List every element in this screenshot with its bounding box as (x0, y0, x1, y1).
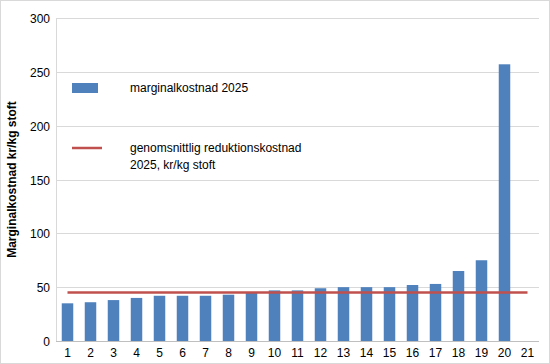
grid-line (56, 180, 539, 181)
bar (85, 302, 97, 341)
x-tick-label: 18 (452, 346, 466, 360)
x-tick-label: 16 (406, 346, 420, 360)
x-tick-label: 12 (314, 346, 328, 360)
y-tick-label: 150 (30, 174, 50, 188)
y-tick-label: 50 (37, 281, 51, 295)
bar (476, 260, 488, 341)
x-tick-label: 19 (475, 346, 489, 360)
legend-key (72, 83, 98, 93)
bar (154, 296, 166, 341)
plot-marks (62, 64, 528, 341)
y-tick-label: 100 (30, 227, 50, 241)
legend-label: marginalkostnad 2025 (130, 81, 248, 95)
x-tick-label: 5 (156, 346, 163, 360)
y-tick-label: 0 (43, 335, 50, 349)
legend-label: genomsnittlig reduktionskostnad 2025, kr/… (130, 141, 301, 172)
x-tick-label: 11 (291, 346, 304, 360)
x-tick-label: 4 (133, 346, 140, 360)
bar (453, 271, 465, 341)
x-tick-label: 20 (498, 346, 512, 360)
bar (131, 298, 143, 341)
grid-line (56, 287, 539, 288)
chart-frame (1, 1, 550, 364)
x-tick-label: 15 (383, 346, 397, 360)
legend-key (72, 147, 102, 150)
bar (315, 288, 327, 341)
x-tick-label: 6 (179, 346, 186, 360)
bar (384, 287, 396, 341)
grid-line (56, 341, 539, 342)
bar (200, 296, 212, 341)
x-tick-label: 14 (360, 346, 374, 360)
bar (361, 287, 373, 341)
x-tick-label: 21 (521, 346, 535, 360)
x-tick-label: 1 (64, 346, 71, 360)
x-axis-line (56, 341, 539, 342)
y-axis-line (56, 18, 57, 341)
x-tick-label: 17 (429, 346, 443, 360)
grid-line (56, 18, 539, 19)
legend-line: genomsnittlig reduktionskostnad (130, 141, 301, 155)
grid-line (56, 126, 539, 127)
bar (246, 293, 258, 341)
legend-line: 2025, kr/kg stoft (130, 158, 216, 172)
bar (292, 290, 304, 341)
line (68, 291, 528, 294)
y-tick-label: 200 (30, 120, 50, 134)
y-tick-label: 300 (30, 12, 50, 26)
bar (62, 303, 74, 341)
bar (499, 64, 511, 341)
bar (223, 295, 235, 341)
bar (108, 300, 120, 341)
y-axis-title: Marginalkostnad kr/kg stoft (5, 101, 19, 258)
x-tick-label: 13 (337, 346, 351, 360)
x-tick-label: 2 (87, 346, 94, 360)
x-tick-label: 8 (225, 346, 232, 360)
x-tick-label: 7 (202, 346, 209, 360)
grid-line (56, 233, 539, 234)
chart: 0501001502002503001234567891011121314151… (0, 0, 550, 364)
x-tick-label: 9 (248, 346, 255, 360)
bar (269, 290, 281, 341)
bar (338, 287, 350, 341)
bar (177, 296, 189, 341)
grid-line (56, 72, 539, 73)
y-tick-label: 250 (30, 66, 50, 80)
legend-line: marginalkostnad 2025 (130, 81, 248, 95)
x-tick-label: 3 (110, 346, 117, 360)
x-tick-label: 10 (268, 346, 282, 360)
